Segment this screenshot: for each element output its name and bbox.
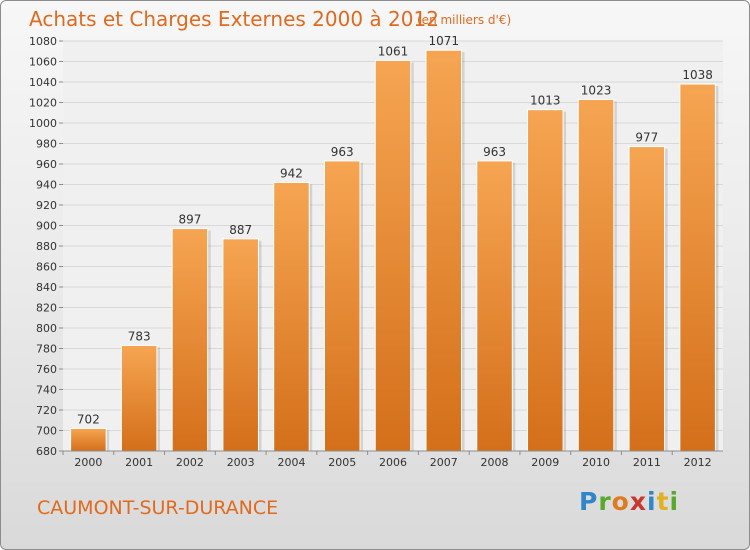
bar-2012	[679, 83, 716, 452]
y-tick-label: 960	[36, 158, 57, 171]
y-tick-label: 1080	[29, 35, 57, 48]
bar-2007	[425, 49, 463, 452]
bar-value-label: 887	[229, 223, 252, 237]
bars	[70, 49, 719, 452]
bar-value-label: 1071	[428, 34, 459, 48]
y-tick-label: 860	[36, 261, 57, 274]
bar-2009	[527, 109, 564, 452]
bar-value-label: 1061	[378, 44, 409, 58]
y-tick-label: 980	[36, 138, 57, 151]
bar-2004	[273, 181, 310, 452]
y-tick-label: 700	[36, 425, 57, 438]
bar-2005	[323, 160, 361, 452]
y-tick-label: 900	[36, 220, 57, 233]
x-tick-label: 2002	[176, 456, 204, 469]
bar-value-labels: 702 783 897 887 942 963 1061 1071 963 1013 1023 977…	[77, 34, 713, 426]
y-tick-label: 800	[36, 322, 57, 335]
y-tick-label: 740	[36, 384, 57, 397]
x-tick-label: 2009	[531, 456, 559, 469]
commune-name: CAUMONT-SUR-DURANCE	[37, 497, 279, 519]
y-tick-label: 1040	[29, 76, 57, 89]
y-axis-ticks: 680 700 720 740 760 780 800 820 840 860 880 900 920 9…	[29, 35, 63, 458]
y-tick-label: 1060	[29, 56, 57, 69]
bar-2008	[476, 160, 513, 452]
x-tick-label: 2006	[379, 456, 407, 469]
x-tick-label: 2000	[74, 456, 102, 469]
y-tick-label: 1000	[29, 117, 57, 130]
x-tick-label: 2001	[125, 456, 153, 469]
bar-2010	[577, 98, 615, 452]
y-tick-label: 760	[36, 363, 57, 376]
bar-2003	[222, 238, 259, 452]
chart-subtitle: (en milliers d'€)	[417, 13, 512, 27]
bar-2011	[628, 146, 666, 452]
y-tick-label: 680	[36, 445, 57, 458]
bar-value-label: 1038	[682, 68, 713, 82]
y-tick-label: 720	[36, 404, 57, 417]
y-tick-label: 920	[36, 199, 57, 212]
x-tick-label: 2011	[633, 456, 661, 469]
x-axis-ticks: 2000 2001 2002 2003 2004 2005 2006 2007 2008 2009…	[62, 451, 712, 469]
bar-value-label: 897	[178, 213, 201, 227]
bar-2001	[120, 344, 158, 452]
bar-2000	[70, 427, 107, 452]
bar-value-label: 1013	[530, 94, 561, 108]
bar-value-label: 963	[331, 145, 354, 159]
chart-title: Achats et Charges Externes 2000 à 2012	[29, 7, 439, 31]
y-tick-label: 880	[36, 240, 57, 253]
bar-value-label: 702	[77, 412, 100, 426]
bar-2002	[171, 228, 209, 452]
x-tick-label: 2005	[328, 456, 356, 469]
bar-2006	[374, 59, 412, 452]
y-tick-label: 780	[36, 343, 57, 356]
x-tick-label: 2010	[582, 456, 610, 469]
y-tick-label: 840	[36, 281, 57, 294]
bar-value-label: 977	[635, 131, 658, 145]
bar-value-label: 942	[280, 166, 303, 180]
bar-value-label: 783	[128, 329, 151, 343]
x-tick-label: 2004	[277, 456, 305, 469]
bar-value-label: 1023	[581, 83, 612, 97]
y-tick-label: 820	[36, 302, 57, 315]
x-tick-label: 2007	[430, 456, 458, 469]
y-tick-label: 940	[36, 179, 57, 192]
x-tick-label: 2012	[684, 456, 712, 469]
x-tick-label: 2003	[227, 456, 255, 469]
x-tick-label: 2008	[481, 456, 509, 469]
y-tick-label: 1020	[29, 97, 57, 110]
proxiti-logo: Proxiti	[579, 487, 680, 516]
bar-value-label: 963	[483, 145, 506, 159]
